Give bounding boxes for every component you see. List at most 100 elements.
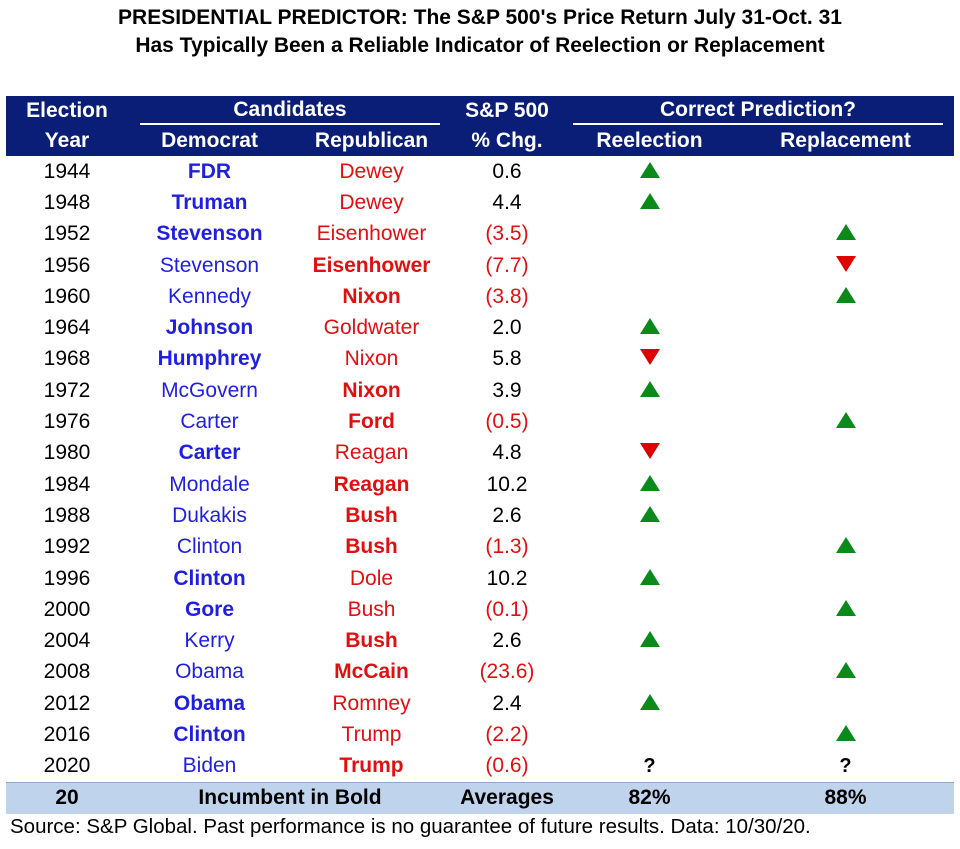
up-arrow-icon [639,474,660,491]
year-cell: 2004 [43,629,91,653]
pct-change-cell: (7.7) [485,253,529,277]
header-row-2: Year Democrat Republican % Chg. Reelecti… [6,126,954,156]
table-row: 1988 Dukakis Bush 2.6 [6,500,954,531]
democrat-cell: Clinton [173,566,246,590]
title-line-1: PRESIDENTIAL PREDICTOR: The S&P 500's Pr… [118,6,842,29]
footer-replacement-pct: 88% [824,786,867,810]
pct-change-cell: 2.4 [492,691,522,715]
pct-change-cell: (0.1) [485,597,529,621]
republican-cell: Reagan [333,472,410,496]
header-sp500: S&P 500 [465,99,549,122]
pct-change-cell: 0.6 [492,159,522,183]
up-arrow-icon [835,724,856,741]
year-cell: 2020 [43,754,91,778]
replacement-cell [737,254,954,278]
replacement-cell [737,598,954,622]
democrat-cell: Kerry [184,629,235,653]
header-democrat: Democrat [161,129,258,152]
down-arrow-icon [639,349,660,366]
table-row: 2004 Kerry Bush 2.6 [6,625,954,656]
header-correct-wrap: Correct Prediction? [562,98,954,125]
table-row: 1976 Carter Ford (0.5) [6,406,954,437]
year-cell: 1968 [43,347,91,371]
pct-change-cell: 5.8 [492,347,522,371]
democrat-cell: Humphrey [157,347,262,371]
up-arrow-icon [835,286,856,303]
year-cell: 2012 [43,691,91,715]
table-row: 1968 Humphrey Nixon 5.8 [6,344,954,375]
table-row: 1996 Clinton Dole 10.2 [6,563,954,594]
reelection-cell [562,316,737,340]
year-cell: 1984 [43,472,91,496]
up-arrow-icon [639,568,660,585]
year-cell: 1988 [43,503,91,527]
republican-cell: Goldwater [323,316,420,340]
pct-change-cell: (3.8) [485,284,529,308]
reelection-cell [562,441,737,465]
year-cell: 1960 [43,284,91,308]
pct-change-cell: 10.2 [486,472,528,496]
pct-change-cell: 3.9 [492,378,522,402]
footer-averages: Averages [460,786,554,810]
source-note: Source: S&P Global. Past performance is … [10,815,811,838]
table-footer: 20 Incumbent in Bold Averages 82% 88% [6,781,954,814]
democrat-cell: Gore [184,597,234,621]
republican-cell: Nixon [342,378,401,402]
up-arrow-icon [835,599,856,616]
year-cell: 1996 [43,566,91,590]
reelection-cell [562,160,737,184]
down-arrow-icon [639,443,660,460]
reelection-cell [562,191,737,215]
year-cell: 1952 [43,222,91,246]
footer-reelection-pct: 82% [628,786,671,810]
header-replacement: Replacement [780,129,911,152]
democrat-cell: Carter [178,441,241,465]
year-cell: 1976 [43,410,91,434]
republican-cell: Ford [348,410,395,434]
year-cell: 1944 [43,159,91,183]
footer-count: 20 [55,786,79,810]
pct-change-cell: 2.6 [492,629,522,653]
democrat-cell: Biden [182,754,237,778]
replacement-cell [737,285,954,309]
republican-cell: Bush [345,629,398,653]
reelection-cell [562,567,737,591]
down-arrow-icon [835,255,856,272]
pct-change-cell: (2.2) [485,722,529,746]
table-row: 1948 Truman Dewey 4.4 [6,187,954,218]
year-cell: 1964 [43,316,91,340]
year-cell: 2000 [43,597,91,621]
up-arrow-icon [639,380,660,397]
democrat-cell: Obama [173,691,246,715]
reelection-cell [562,504,737,528]
pct-change-cell: (23.6) [479,660,535,684]
democrat-cell: Johnson [165,316,254,340]
header-republican: Republican [314,129,429,152]
democrat-cell: FDR [187,159,232,183]
replacement-cell [737,222,954,246]
republican-cell: Dole [349,566,394,590]
page-title: PRESIDENTIAL PREDICTOR: The S&P 500's Pr… [0,4,960,60]
table-row: 1984 Mondale Reagan 10.2 [6,469,954,500]
republican-cell: Bush [345,503,398,527]
up-arrow-icon [639,693,660,710]
replacement-cell [737,410,954,434]
democrat-cell: Carter [180,410,239,434]
pct-change-cell: (1.3) [485,535,529,559]
democrat-cell: Stevenson [159,253,260,277]
table-row: 1944 FDR Dewey 0.6 [6,156,954,187]
up-arrow-icon [835,412,856,429]
reelection-cell [562,692,737,716]
pct-change-cell: 2.6 [492,503,522,527]
unknown-mark: ? [643,755,656,778]
replacement-cell [737,660,954,684]
header-year: Year [44,129,90,152]
replacement-cell [737,535,954,559]
year-cell: 1956 [43,253,91,277]
reelection-cell: ? [562,754,737,778]
table-row: 1992 Clinton Bush (1.3) [6,532,954,563]
republican-cell: Trump [341,722,402,746]
table-row: 1972 McGovern Nixon 3.9 [6,375,954,406]
democrat-cell: Clinton [176,535,243,559]
table-row: 2016 Clinton Trump (2.2) [6,719,954,750]
